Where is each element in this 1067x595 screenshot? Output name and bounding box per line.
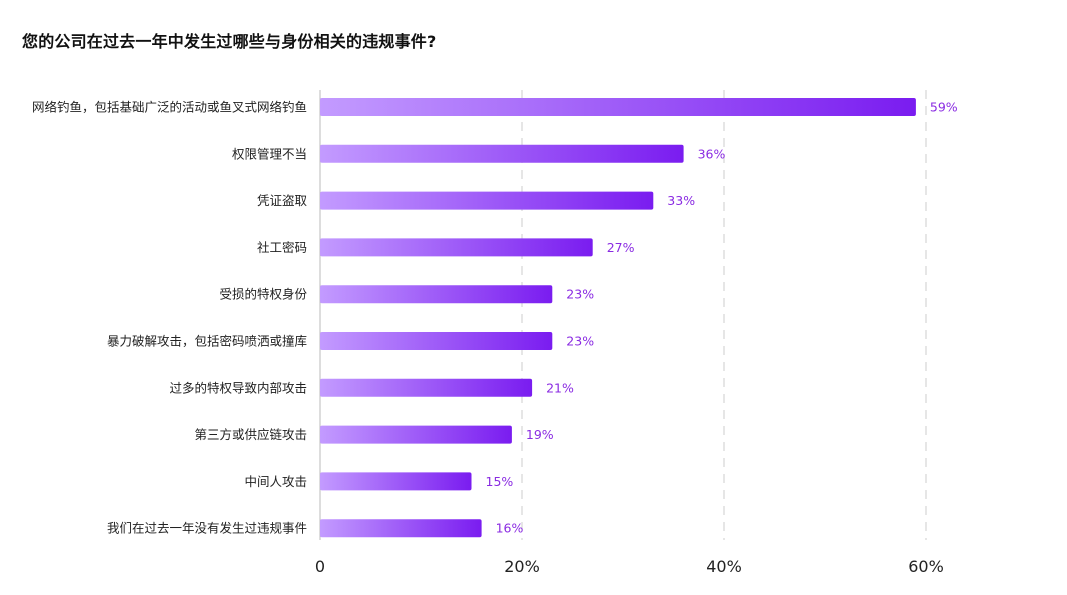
category-label: 暴力破解攻击，包括密码喷洒或撞库 <box>107 334 307 349</box>
bar <box>320 378 533 397</box>
category-label: 社工密码 <box>257 240 307 255</box>
x-tick-label: 0 <box>315 557 325 576</box>
value-label: 15% <box>486 474 514 489</box>
bar <box>320 472 472 491</box>
value-label: 27% <box>607 240 635 255</box>
category-label: 第三方或供应链攻击 <box>194 427 307 442</box>
x-tick-label: 20% <box>504 557 540 576</box>
category-label: 凭证盗取 <box>257 193 308 208</box>
category-label: 我们在过去一年没有发生过违规事件 <box>107 521 307 536</box>
bar <box>320 285 553 304</box>
value-label: 16% <box>496 521 524 536</box>
value-label: 33% <box>667 193 695 208</box>
labels: 网络钓鱼，包括基础广泛的活动或鱼叉式网络钓鱼 59% 权限管理不当 36% 凭证盗取 33… <box>32 100 958 536</box>
bar <box>320 98 916 116</box>
value-label: 36% <box>698 146 726 161</box>
bar <box>320 332 553 350</box>
category-label: 权限管理不当 <box>232 146 307 161</box>
bar <box>320 191 654 210</box>
category-label: 受损的特权身份 <box>219 287 307 302</box>
bar <box>320 425 512 444</box>
x-tick-label: 60% <box>908 557 944 576</box>
value-label: 21% <box>546 380 574 395</box>
bar <box>320 144 684 163</box>
x-tick-label: 40% <box>706 557 742 576</box>
value-label: 59% <box>930 100 958 115</box>
value-label: 23% <box>566 334 594 349</box>
bar <box>320 519 482 538</box>
bar <box>320 238 593 257</box>
category-label: 中间人攻击 <box>244 474 307 489</box>
bars <box>320 98 916 538</box>
chart-title: 您的公司在过去一年中发生过哪些与身份相关的违规事件? <box>22 32 437 51</box>
value-label: 19% <box>526 427 554 442</box>
x-axis-ticks: 0 20% 40% 60% <box>315 557 944 576</box>
category-label: 过多的特权导致内部攻击 <box>169 380 307 395</box>
value-label: 23% <box>566 287 594 302</box>
grid-lines <box>319 90 927 540</box>
category-label: 网络钓鱼，包括基础广泛的活动或鱼叉式网络钓鱼 <box>32 100 307 115</box>
